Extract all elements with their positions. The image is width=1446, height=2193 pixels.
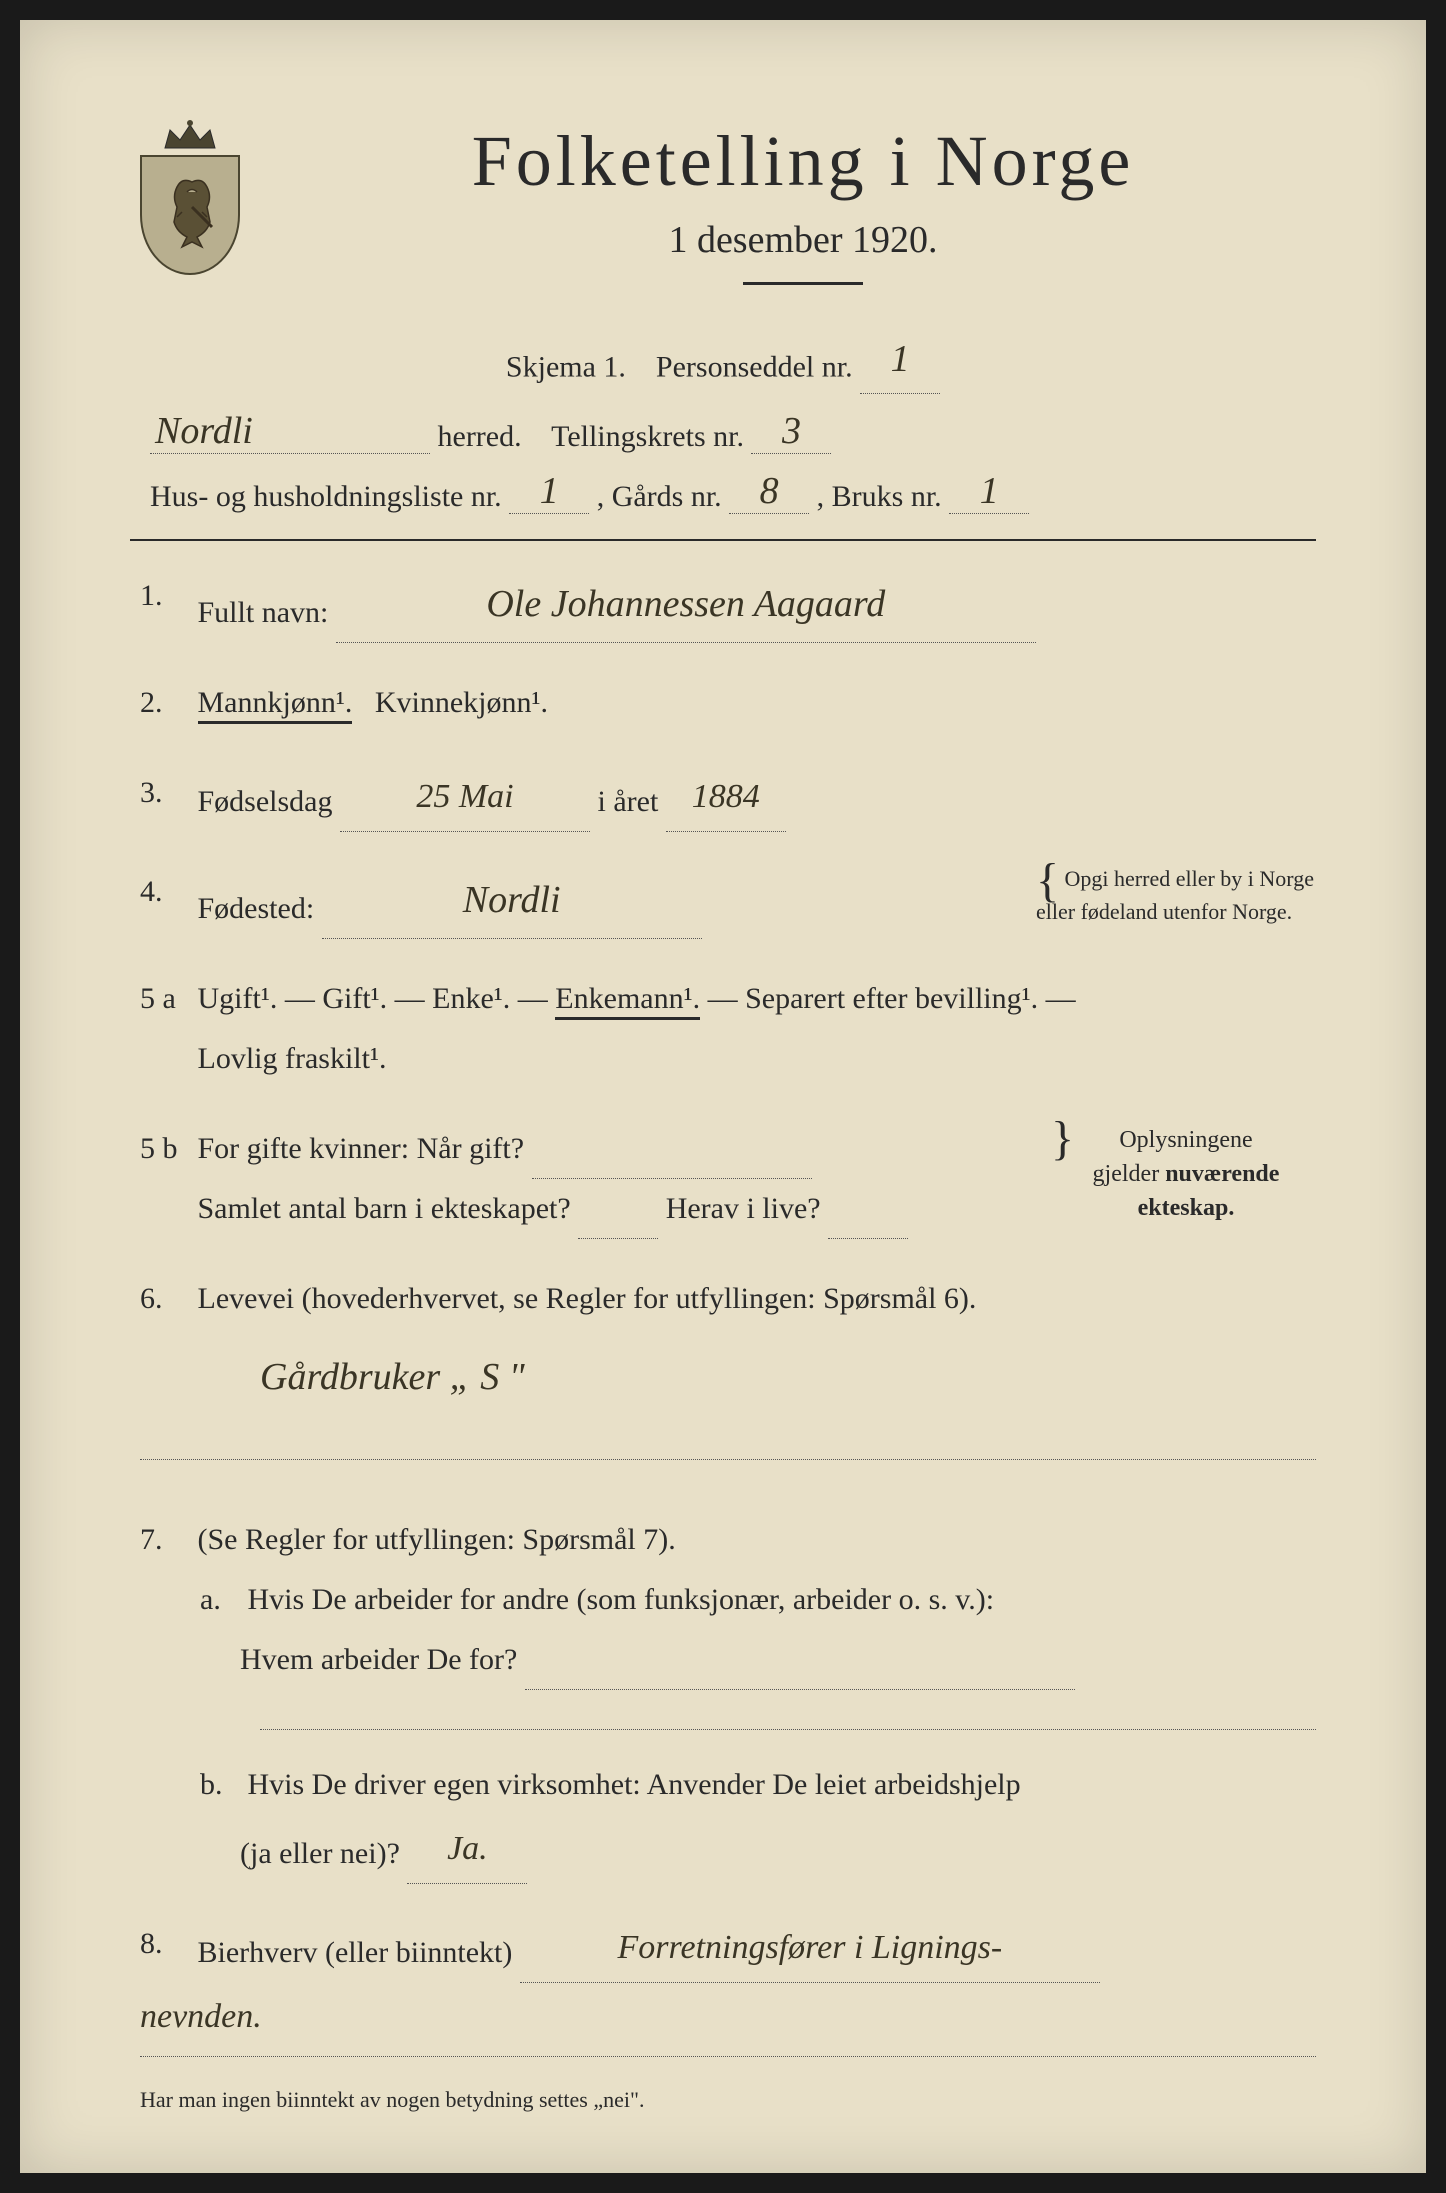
meta-section: Skjema 1. Personseddel nr. 1 Nordli herr… [130, 325, 1316, 514]
q6-label: Levevei (hovederhvervet, se Regler for u… [198, 1282, 977, 1315]
herred-value: Nordli [155, 410, 253, 452]
q5b-label1: For gifte kvinner: Når gift? [198, 1132, 525, 1165]
q5b-note: } Oplysningene gjelder gjelder nuværende… [1076, 1124, 1296, 1225]
personseddel-nr: 1 [891, 338, 910, 380]
husliste-line: Hus- og husholdningsliste nr. 1 , Gårds … [130, 469, 1316, 514]
q7a-text2: Hvem arbeider De for? [240, 1643, 517, 1676]
bruks-label: , Bruks nr. [817, 480, 942, 513]
question-6: 6. Levevei (hovederhvervet, se Regler fo… [140, 1269, 1316, 1460]
q3-label: Fødselsdag [198, 785, 333, 818]
q5b-note2: gjelder gjelder nuværendenuværende [1093, 1161, 1280, 1187]
bruks-nr: 1 [980, 470, 999, 512]
q8-value2: nevnden. [140, 1998, 262, 2035]
question-7: 7. (Se Regler for utfyllingen: Spørsmål … [140, 1510, 1316, 1884]
question-2: 2. Mannkjønn¹. Kvinnekjønn¹. [140, 673, 1316, 733]
header-row: Folketelling i Norge 1 desember 1920. [130, 120, 1316, 315]
questions-section: 1. Fullt navn: Ole Johannessen Aagaard 2… [130, 566, 1316, 2113]
q5b-num: 5 b [140, 1119, 190, 1179]
q1-label: Fullt navn: [198, 596, 329, 629]
q7b-text2: (ja eller nei)? [240, 1837, 400, 1870]
q4-note: { Opgi herred eller by i Norge eller fød… [1036, 862, 1316, 928]
q5a-opt4: Enkemann¹. [555, 982, 700, 1020]
question-8: 8. Bierhverv (eller biinntekt) Forretnin… [140, 1914, 1316, 2057]
q4-label: Fødested: [198, 892, 315, 925]
tellingskrets-nr: 3 [782, 410, 801, 452]
crown-icon [160, 120, 220, 150]
q7a-letter: a. [200, 1570, 240, 1630]
q5a-opt5: Separert efter bevilling¹. [745, 982, 1038, 1015]
skjema-label: Skjema 1. [506, 350, 626, 383]
q4-num: 4. [140, 862, 190, 922]
question-5b: 5 b For gifte kvinner: Når gift? Samlet … [140, 1119, 1316, 1239]
q8-label: Bierhverv (eller biinntekt) [198, 1936, 513, 1969]
q6-num: 6. [140, 1269, 190, 1329]
q3-day: 25 Mai [416, 778, 513, 815]
q3-num: 3. [140, 763, 190, 823]
q7-label: (Se Regler for utfyllingen: Spørsmål 7). [198, 1523, 676, 1556]
question-1: 1. Fullt navn: Ole Johannessen Aagaard [140, 566, 1316, 643]
blank-line [140, 1425, 1316, 1460]
q2-opt1: Mannkjønn¹. [198, 686, 353, 724]
q6-value: Gårdbruker „ S " [260, 1356, 525, 1398]
q5b-label2: Samlet antal barn i ekteskapet? [198, 1192, 571, 1225]
q5a-num: 5 a [140, 969, 190, 1029]
husliste-label: Hus- og husholdningsliste nr. [150, 480, 502, 513]
footer-note: Har man ingen biinntekt av nogen betydni… [140, 2087, 1316, 2113]
q3-year: 1884 [692, 778, 760, 815]
q4-note-text: Opgi herred eller by i Norge eller fødel… [1036, 866, 1314, 924]
q5b-note1: Oplysningene [1119, 1127, 1252, 1153]
q7a-text1: Hvis De arbeider for andre (som funksjon… [248, 1583, 995, 1616]
q7b-letter: b. [200, 1755, 240, 1815]
herred-label: herred. [438, 420, 522, 453]
q7b-text1: Hvis De driver egen virksomhet: Anvender… [248, 1768, 1021, 1801]
coat-of-arms-icon [130, 120, 250, 280]
q2-num: 2. [140, 673, 190, 733]
q5b-note3: ekteskap. [1138, 1195, 1235, 1221]
tellingskrets-label: Tellingskrets nr. [551, 420, 744, 453]
q5a-opt3: Enke¹. [432, 982, 510, 1015]
divider-icon [743, 282, 863, 285]
gards-nr: 8 [760, 470, 779, 512]
question-5a: 5 a Ugift¹. — Gift¹. — Enke¹. — Enkemann… [140, 969, 1316, 1089]
skjema-line: Skjema 1. Personseddel nr. 1 [130, 325, 1316, 394]
q4-value: Nordli [463, 879, 561, 921]
question-7a: a. Hvis De arbeider for andre (som funks… [200, 1570, 1316, 1730]
q2-opt2: Kvinnekjønn¹. [375, 686, 548, 719]
census-form-document: Folketelling i Norge 1 desember 1920. Sk… [20, 20, 1426, 2173]
q5b-label3: Herav i live? [666, 1192, 821, 1225]
q1-value: Ole Johannessen Aagaard [486, 583, 885, 625]
q7-num: 7. [140, 1510, 190, 1570]
question-3: 3. Fødselsdag 25 Mai i året 1884 [140, 763, 1316, 832]
question-4: 4. Fødested: Nordli { Opgi herred eller … [140, 862, 1316, 939]
q8-num: 8. [140, 1914, 190, 1974]
lion-icon [162, 172, 222, 252]
question-7b: b. Hvis De driver egen virksomhet: Anven… [200, 1755, 1316, 1884]
blank-line [260, 1700, 1316, 1730]
q5a-opt6: Lovlig fraskilt¹. [198, 1042, 387, 1075]
main-title: Folketelling i Norge [290, 120, 1316, 203]
gards-label: , Gårds nr. [597, 480, 722, 513]
husliste-nr: 1 [540, 470, 559, 512]
q7b-value: Ja. [447, 1830, 488, 1867]
q3-year-label: i året [598, 785, 659, 818]
q5a-opt1: Ugift¹. [198, 982, 278, 1015]
herred-line: Nordli herred. Tellingskrets nr. 3 [130, 409, 1316, 454]
q8-value: Forretningsfører i Lignings- [618, 1929, 1003, 1966]
title-block: Folketelling i Norge 1 desember 1920. [290, 120, 1316, 315]
separator-line [130, 539, 1316, 541]
q5a-opt2: Gift¹. [322, 982, 387, 1015]
personseddel-label: Personseddel nr. [656, 350, 853, 383]
q1-num: 1. [140, 566, 190, 626]
subtitle: 1 desember 1920. [290, 218, 1316, 262]
